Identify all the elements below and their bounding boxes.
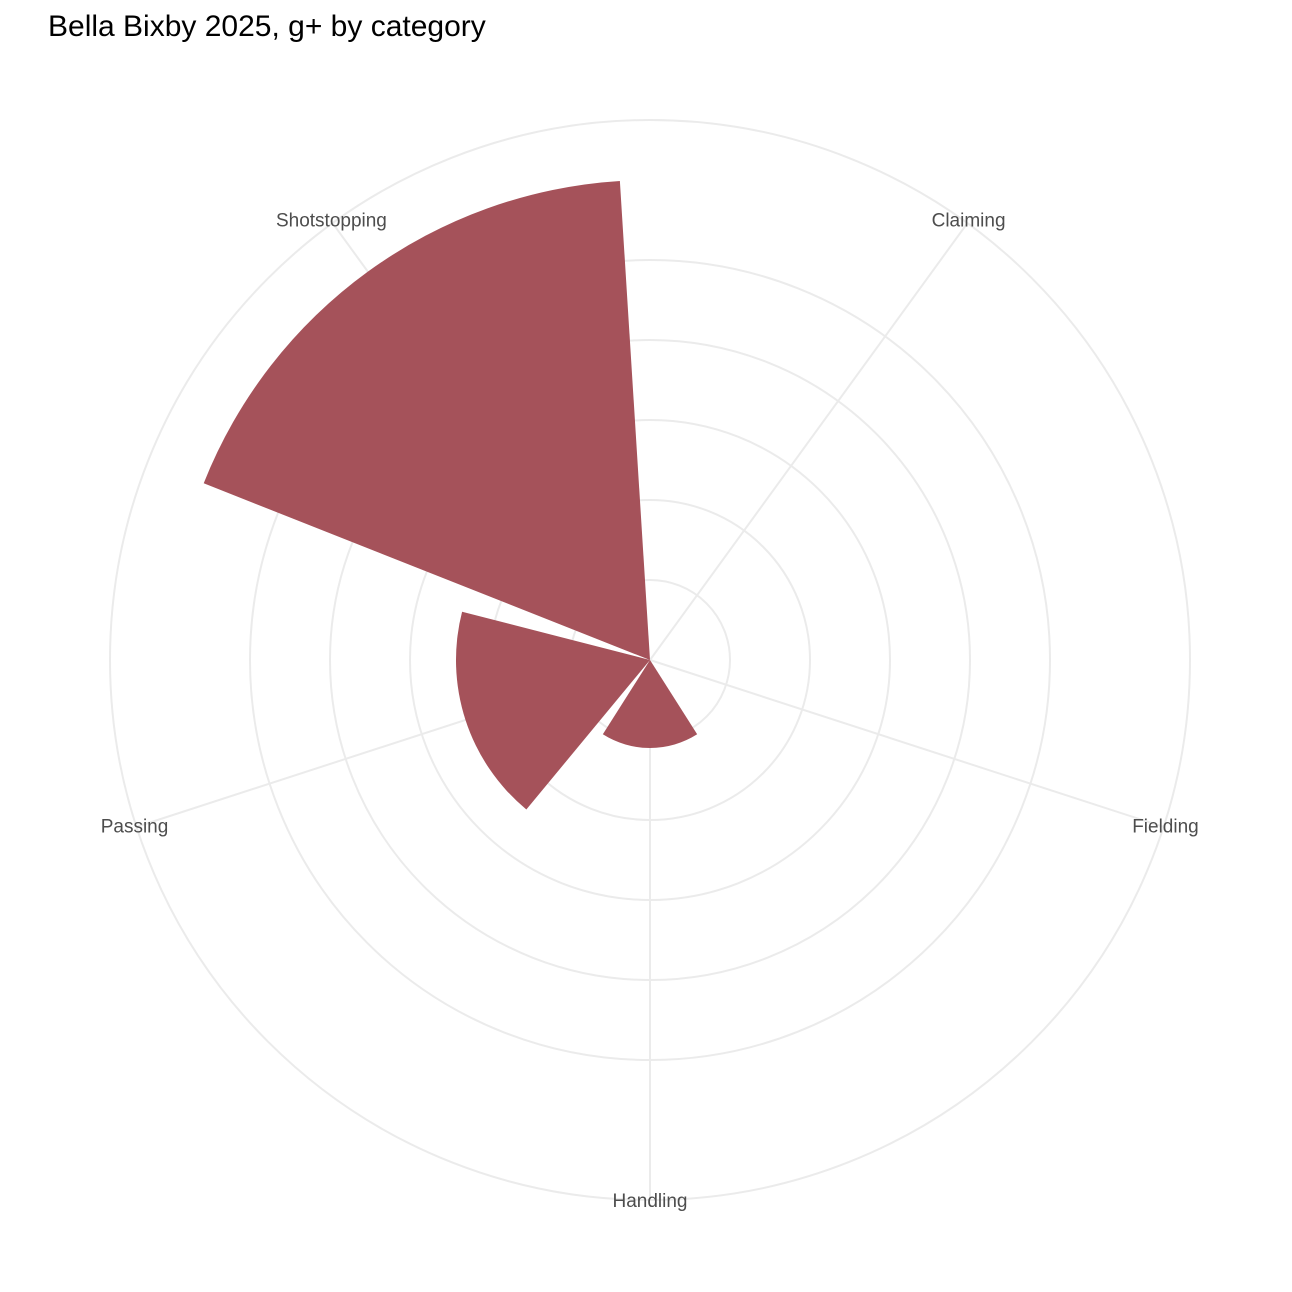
bar xyxy=(602,660,698,748)
spoke xyxy=(649,659,1164,828)
chart-title: Bella Bixby 2025, g+ by category xyxy=(48,10,486,43)
bar xyxy=(203,180,651,660)
category-label: Passing xyxy=(101,817,169,838)
category-label: Shotstopping xyxy=(276,211,387,232)
category-label: Fielding xyxy=(1132,817,1199,838)
category-label: Handling xyxy=(613,1191,688,1212)
spoke xyxy=(649,222,969,661)
category-label: Claiming xyxy=(932,211,1006,232)
bar xyxy=(456,611,650,810)
